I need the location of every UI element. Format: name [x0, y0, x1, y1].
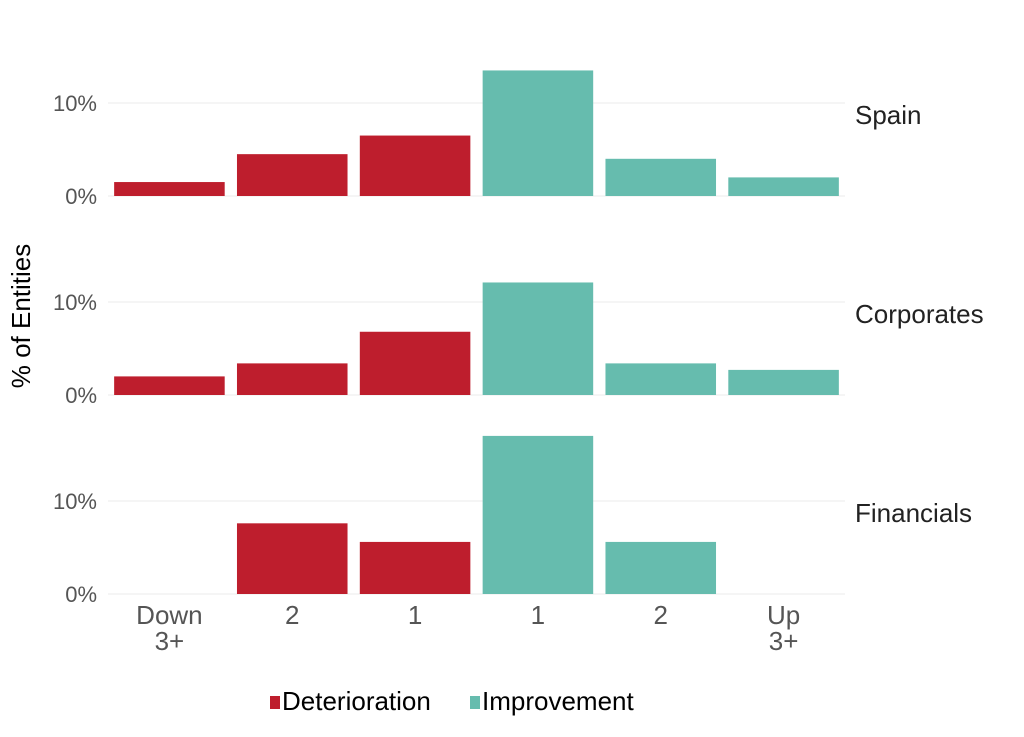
- bar-deterioration: [114, 376, 225, 395]
- bar-improvement: [605, 363, 717, 395]
- legend: Deterioration Improvement: [270, 686, 634, 716]
- bar-deterioration: [236, 523, 348, 594]
- legend-label-deterioration: Deterioration: [282, 686, 431, 716]
- bar-improvement: [728, 369, 839, 395]
- bar-improvement: [482, 435, 594, 594]
- facet-label: Spain: [855, 100, 922, 130]
- facet-panel-corporates: 0% 10% Corporates: [53, 282, 984, 408]
- legend-label-improvement: Improvement: [482, 686, 634, 716]
- bar-deterioration: [359, 541, 471, 594]
- x-tick-label: 2: [285, 600, 299, 630]
- legend-swatch-deterioration: [270, 696, 280, 709]
- facets-layer: 0% 10% Spain 0% 10% Corporates 0% 10% Financials: [53, 70, 984, 607]
- y-axis-title: % of Entities: [6, 244, 36, 389]
- legend-swatch-improvement: [470, 696, 480, 709]
- x-tick-label: Up 3+: [767, 600, 800, 656]
- y-tick-label: 0%: [65, 184, 97, 209]
- x-tick-label: Down 3+: [136, 600, 202, 656]
- y-tick-label: 10%: [53, 290, 97, 315]
- y-tick-label: 0%: [65, 582, 97, 607]
- y-tick-label: 0%: [65, 383, 97, 408]
- y-tick-label: 10%: [53, 489, 97, 514]
- y-tick-label: 10%: [53, 91, 97, 116]
- bar-deterioration: [359, 135, 471, 196]
- bar-deterioration: [236, 363, 348, 395]
- x-tick-label: 1: [408, 600, 422, 630]
- facet-label: Financials: [855, 498, 972, 528]
- facet-panel-financials: 0% 10% Financials: [53, 435, 972, 607]
- facet-label: Corporates: [855, 299, 984, 329]
- bar-improvement: [482, 282, 594, 395]
- bar-improvement: [605, 541, 717, 594]
- x-tick-label: 1: [531, 600, 545, 630]
- bar-deterioration: [359, 331, 471, 395]
- bar-improvement: [728, 177, 839, 196]
- bar-deterioration: [236, 154, 348, 196]
- x-axis-labels: Down 3+ 2 1 1 2 Up 3+: [136, 600, 800, 656]
- bar-deterioration: [114, 182, 225, 196]
- x-tick-label: 2: [654, 600, 668, 630]
- bar-improvement: [605, 158, 717, 196]
- bar-improvement: [482, 70, 594, 196]
- facet-panel-spain: 0% 10% Spain: [53, 70, 922, 209]
